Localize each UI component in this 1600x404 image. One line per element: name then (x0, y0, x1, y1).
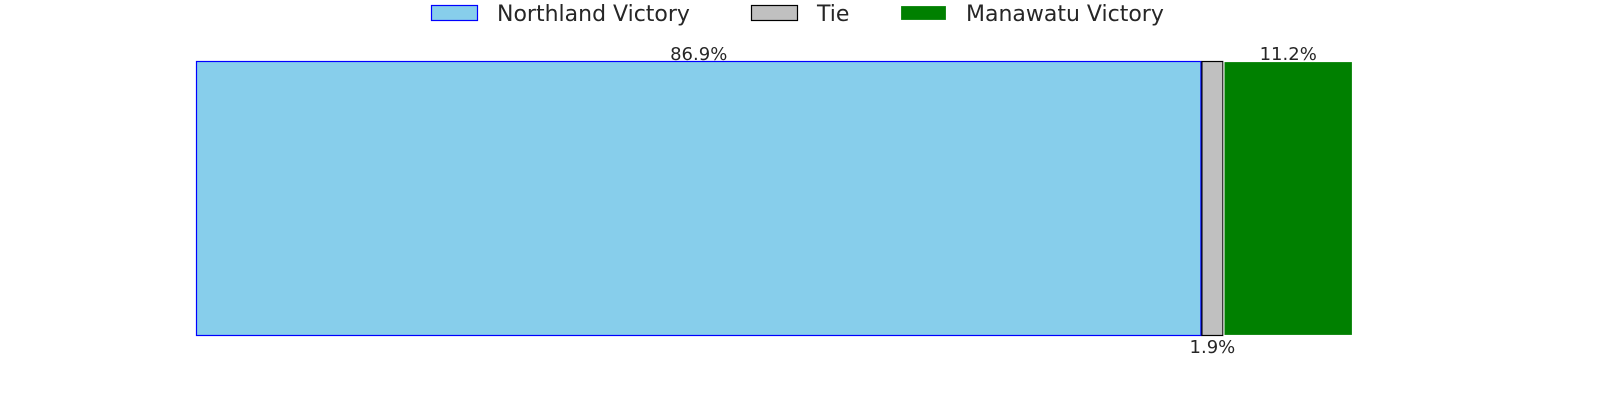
label-manawatu-victory: 11.2% (1260, 44, 1317, 65)
legend-swatch-manawatu-victory (899, 4, 948, 22)
legend-swatch-northland-victory (430, 4, 479, 22)
bar-northland-victory (195, 60, 1202, 337)
bar-tie (1201, 60, 1224, 337)
bar-manawatu-victory (1223, 60, 1354, 337)
legend-item-tie: Tie (750, 2, 849, 27)
legend-label-manawatu-victory: Manawatu Victory (966, 2, 1164, 27)
bars (195, 60, 1354, 337)
data-labels: 86.9% 1.9% 11.2% (670, 44, 1317, 358)
label-tie: 1.9% (1190, 337, 1236, 358)
legend-label-northland-victory: Northland Victory (497, 2, 690, 27)
legend-swatch-tie (750, 4, 799, 22)
legend-label-tie: Tie (816, 2, 849, 27)
legend-item-manawatu-victory: Manawatu Victory (899, 2, 1164, 27)
label-northland-victory: 86.9% (670, 44, 727, 65)
legend: Northland Victory Tie Manawatu Victory (430, 2, 1164, 27)
legend-item-northland-victory: Northland Victory (430, 2, 690, 27)
